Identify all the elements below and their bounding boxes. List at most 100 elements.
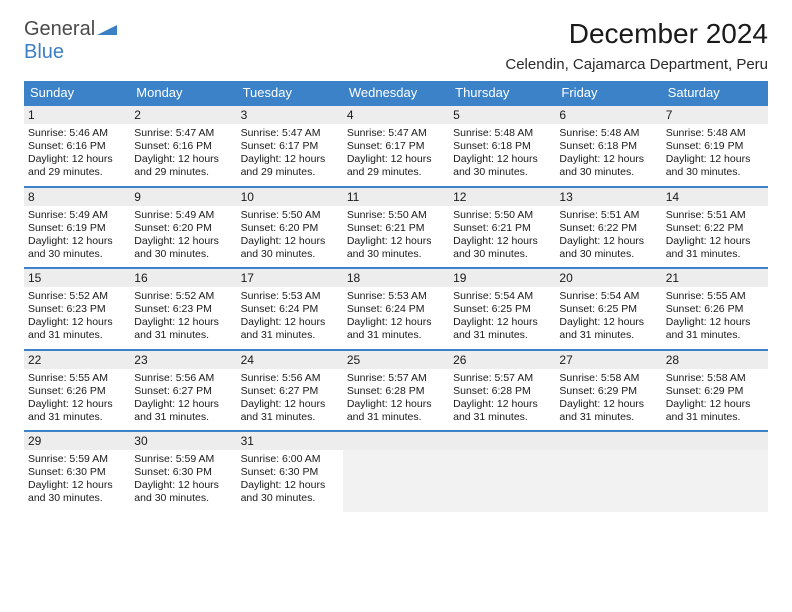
day-number: 20: [555, 268, 661, 287]
day-number: [555, 431, 661, 450]
sunset-line: Sunset: 6:24 PM: [347, 303, 445, 316]
daylight-line: Daylight: 12 hours and 31 minutes.: [453, 316, 551, 342]
day-number: 13: [555, 187, 661, 206]
day-number-row: 293031: [24, 431, 768, 450]
sunset-line: Sunset: 6:20 PM: [241, 222, 339, 235]
day-cell: Sunrise: 5:48 AMSunset: 6:19 PMDaylight:…: [662, 124, 768, 187]
daylight-line: Daylight: 12 hours and 29 minutes.: [28, 153, 126, 179]
day-number: 15: [24, 268, 130, 287]
sunrise-line: Sunrise: 5:59 AM: [134, 453, 232, 466]
day-cell: [662, 450, 768, 512]
day-number: 3: [237, 105, 343, 124]
day-header: Tuesday: [237, 81, 343, 105]
day-number: 26: [449, 350, 555, 369]
day-cell: Sunrise: 5:51 AMSunset: 6:22 PMDaylight:…: [662, 206, 768, 269]
day-cell: Sunrise: 5:49 AMSunset: 6:19 PMDaylight:…: [24, 206, 130, 269]
day-number-row: 15161718192021: [24, 268, 768, 287]
day-number: 18: [343, 268, 449, 287]
daylight-line: Daylight: 12 hours and 30 minutes.: [559, 235, 657, 261]
sunrise-line: Sunrise: 5:57 AM: [453, 372, 551, 385]
sunrise-line: Sunrise: 5:56 AM: [134, 372, 232, 385]
day-cell: Sunrise: 5:54 AMSunset: 6:25 PMDaylight:…: [449, 287, 555, 350]
day-cell: Sunrise: 5:59 AMSunset: 6:30 PMDaylight:…: [130, 450, 236, 512]
sunset-line: Sunset: 6:16 PM: [134, 140, 232, 153]
day-header: Wednesday: [343, 81, 449, 105]
sunrise-line: Sunrise: 5:49 AM: [28, 209, 126, 222]
sunrise-line: Sunrise: 5:52 AM: [28, 290, 126, 303]
sunset-line: Sunset: 6:17 PM: [347, 140, 445, 153]
daylight-line: Daylight: 12 hours and 30 minutes.: [559, 153, 657, 179]
day-number-row: 1234567: [24, 105, 768, 124]
sunrise-line: Sunrise: 5:53 AM: [347, 290, 445, 303]
day-cell: Sunrise: 5:56 AMSunset: 6:27 PMDaylight:…: [130, 369, 236, 432]
sunrise-line: Sunrise: 5:51 AM: [559, 209, 657, 222]
daylight-line: Daylight: 12 hours and 31 minutes.: [347, 398, 445, 424]
daylight-line: Daylight: 12 hours and 31 minutes.: [28, 316, 126, 342]
day-cell: Sunrise: 5:47 AMSunset: 6:16 PMDaylight:…: [130, 124, 236, 187]
day-number: 19: [449, 268, 555, 287]
day-number: 28: [662, 350, 768, 369]
day-number: 31: [237, 431, 343, 450]
day-number: 2: [130, 105, 236, 124]
day-cell: Sunrise: 5:53 AMSunset: 6:24 PMDaylight:…: [343, 287, 449, 350]
daylight-line: Daylight: 12 hours and 29 minutes.: [241, 153, 339, 179]
day-cell: [555, 450, 661, 512]
daylight-line: Daylight: 12 hours and 29 minutes.: [347, 153, 445, 179]
day-number: 4: [343, 105, 449, 124]
sunset-line: Sunset: 6:29 PM: [666, 385, 764, 398]
sunset-line: Sunset: 6:22 PM: [666, 222, 764, 235]
sunset-line: Sunset: 6:23 PM: [28, 303, 126, 316]
sunset-line: Sunset: 6:30 PM: [134, 466, 232, 479]
daylight-line: Daylight: 12 hours and 31 minutes.: [453, 398, 551, 424]
sunrise-line: Sunrise: 5:58 AM: [559, 372, 657, 385]
brand-part2: Blue: [24, 41, 64, 63]
day-cell: Sunrise: 6:00 AMSunset: 6:30 PMDaylight:…: [237, 450, 343, 512]
sunrise-line: Sunrise: 6:00 AM: [241, 453, 339, 466]
brand-part1: General: [24, 18, 95, 40]
sunrise-line: Sunrise: 5:50 AM: [453, 209, 551, 222]
day-number: 24: [237, 350, 343, 369]
day-cell: Sunrise: 5:46 AMSunset: 6:16 PMDaylight:…: [24, 124, 130, 187]
day-content-row: Sunrise: 5:55 AMSunset: 6:26 PMDaylight:…: [24, 369, 768, 432]
sunset-line: Sunset: 6:25 PM: [453, 303, 551, 316]
day-number: 11: [343, 187, 449, 206]
sunset-line: Sunset: 6:19 PM: [28, 222, 126, 235]
day-cell: Sunrise: 5:53 AMSunset: 6:24 PMDaylight:…: [237, 287, 343, 350]
day-cell: Sunrise: 5:47 AMSunset: 6:17 PMDaylight:…: [343, 124, 449, 187]
sunrise-line: Sunrise: 5:56 AM: [241, 372, 339, 385]
sunset-line: Sunset: 6:20 PM: [134, 222, 232, 235]
day-cell: Sunrise: 5:47 AMSunset: 6:17 PMDaylight:…: [237, 124, 343, 187]
sunset-line: Sunset: 6:29 PM: [559, 385, 657, 398]
day-cell: Sunrise: 5:56 AMSunset: 6:27 PMDaylight:…: [237, 369, 343, 432]
sunrise-line: Sunrise: 5:52 AM: [134, 290, 232, 303]
sunrise-line: Sunrise: 5:48 AM: [453, 127, 551, 140]
day-header: Thursday: [449, 81, 555, 105]
day-cell: Sunrise: 5:52 AMSunset: 6:23 PMDaylight:…: [130, 287, 236, 350]
day-number: 30: [130, 431, 236, 450]
day-number: [662, 431, 768, 450]
sunrise-line: Sunrise: 5:51 AM: [666, 209, 764, 222]
day-cell: [449, 450, 555, 512]
day-cell: Sunrise: 5:57 AMSunset: 6:28 PMDaylight:…: [343, 369, 449, 432]
daylight-line: Daylight: 12 hours and 30 minutes.: [28, 479, 126, 505]
day-number: 9: [130, 187, 236, 206]
day-content-row: Sunrise: 5:46 AMSunset: 6:16 PMDaylight:…: [24, 124, 768, 187]
daylight-line: Daylight: 12 hours and 31 minutes.: [134, 398, 232, 424]
daylight-line: Daylight: 12 hours and 31 minutes.: [28, 398, 126, 424]
day-number: 17: [237, 268, 343, 287]
day-number: 21: [662, 268, 768, 287]
day-number: 14: [662, 187, 768, 206]
day-cell: Sunrise: 5:55 AMSunset: 6:26 PMDaylight:…: [662, 287, 768, 350]
day-number: 27: [555, 350, 661, 369]
day-number-row: 22232425262728: [24, 350, 768, 369]
day-cell: Sunrise: 5:48 AMSunset: 6:18 PMDaylight:…: [555, 124, 661, 187]
day-number: 23: [130, 350, 236, 369]
sunset-line: Sunset: 6:24 PM: [241, 303, 339, 316]
day-cell: Sunrise: 5:50 AMSunset: 6:21 PMDaylight:…: [343, 206, 449, 269]
sunset-line: Sunset: 6:22 PM: [559, 222, 657, 235]
sunrise-line: Sunrise: 5:50 AM: [347, 209, 445, 222]
sunset-line: Sunset: 6:21 PM: [347, 222, 445, 235]
day-header: Sunday: [24, 81, 130, 105]
day-number: 6: [555, 105, 661, 124]
daylight-line: Daylight: 12 hours and 31 minutes.: [666, 235, 764, 261]
